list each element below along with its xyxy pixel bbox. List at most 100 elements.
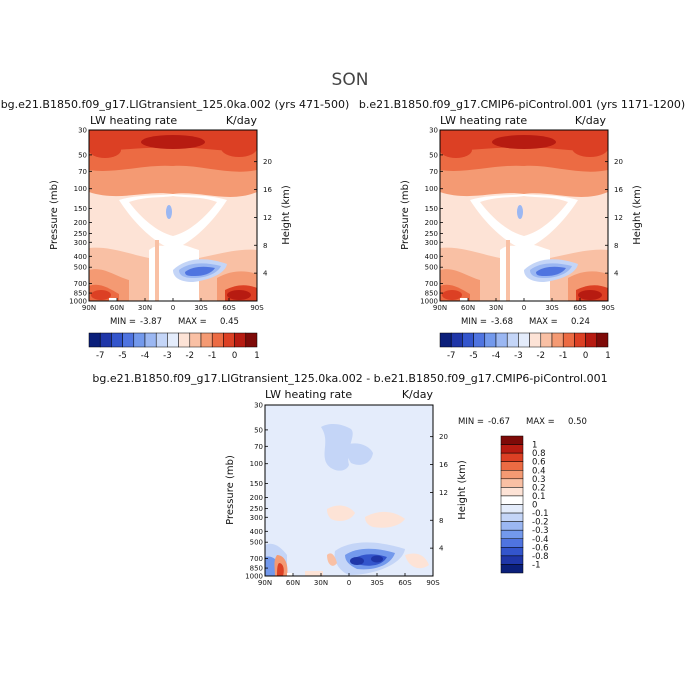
height-tick-label: 8 xyxy=(439,517,443,525)
colorbar-box xyxy=(450,332,463,348)
y-tick-label: 100 xyxy=(74,185,87,193)
y-tick-label: 500 xyxy=(425,264,438,272)
colorbar-box xyxy=(500,452,524,462)
colorbar-label: -5 xyxy=(469,351,477,361)
x-tick-label: 0 xyxy=(347,579,351,587)
panel-1-ylabel: Pressure (mb) xyxy=(49,180,60,250)
panel-2-ylabel: Pressure (mb) xyxy=(400,180,411,250)
y-tick-label: 250 xyxy=(74,230,87,238)
colorbar-box xyxy=(500,444,524,454)
colorbar-label: 0.2 xyxy=(532,483,546,493)
height-tick-label: 16 xyxy=(263,186,272,194)
panel-2-title: b.e21.B1850.f09_g17.CMIP6-piControl.001 … xyxy=(359,98,685,111)
colorbar-label: 0 xyxy=(583,351,588,361)
colorbar-label: -3 xyxy=(163,351,171,361)
height-tick-label: 16 xyxy=(439,461,448,469)
colorbar-box xyxy=(211,332,224,348)
panel-2-y2label: Height (km) xyxy=(632,185,643,245)
height-tick-label: 16 xyxy=(614,186,623,194)
colorbar-label: 0.4 xyxy=(532,466,546,476)
colorbar-label: 0.1 xyxy=(532,492,546,502)
y-tick-label: 150 xyxy=(74,205,87,213)
colorbar-label: -0.6 xyxy=(532,543,549,553)
y-tick-label: 150 xyxy=(425,205,438,213)
y-tick-label: 50 xyxy=(78,151,87,159)
panel-3-min: -0.67 xyxy=(488,417,510,427)
colorbar-box xyxy=(500,512,524,522)
height-tick-label: 4 xyxy=(263,270,268,278)
panel-3-units: K/day xyxy=(402,388,434,401)
colorbar-box xyxy=(518,332,530,348)
x-tick-label: 0 xyxy=(522,304,526,312)
colorbar-label: -0.2 xyxy=(532,518,549,528)
colorbar-label: -2 xyxy=(186,351,194,361)
height-tick-label: 20 xyxy=(614,158,623,166)
y-tick-label: 300 xyxy=(425,239,438,247)
height-tick-label: 20 xyxy=(439,433,448,441)
y-tick-label: 30 xyxy=(78,127,87,135)
y-tick-label: 250 xyxy=(425,230,438,238)
colorbar-box xyxy=(200,332,213,348)
colorbar-box xyxy=(495,332,508,348)
colorbar-box xyxy=(484,332,497,348)
colorbar-box xyxy=(500,555,524,565)
panel-3-max: 0.50 xyxy=(568,417,587,427)
colorbar-label: 0 xyxy=(532,501,537,511)
panel-3-y2label: Height (km) xyxy=(457,460,468,520)
panel-1-min: -3.87 xyxy=(140,317,162,327)
colorbar-box xyxy=(529,332,542,348)
y-tick-label: 700 xyxy=(425,280,438,288)
x-tick-label: 90S xyxy=(426,579,440,587)
y-tick-label: 500 xyxy=(250,539,263,547)
colorbar-label: 1 xyxy=(605,351,610,361)
x-tick-label: 30N xyxy=(138,304,152,312)
y-tick-label: 300 xyxy=(250,514,263,522)
panel-2-variable: LW heating rate xyxy=(440,114,527,127)
panel-2-min: -3.68 xyxy=(491,317,513,327)
colorbar-label: -0.3 xyxy=(532,526,549,536)
colorbar-label: -3 xyxy=(514,351,522,361)
colorbar-box xyxy=(574,332,586,348)
y-tick-label: 850 xyxy=(250,565,263,573)
panel-1-max: 0.45 xyxy=(220,317,239,327)
panel-1-min-label: MIN = xyxy=(110,317,136,327)
colorbar-box xyxy=(500,529,524,539)
height-tick-label: 8 xyxy=(614,242,618,250)
panel-2-max-label: MAX = xyxy=(529,317,558,327)
x-tick-label: 90N xyxy=(82,304,96,312)
x-tick-label: 60N xyxy=(110,304,124,312)
panel-3-max-label: MAX = xyxy=(526,417,555,427)
colorbar-box xyxy=(88,332,101,348)
panel-1-y2label: Height (km) xyxy=(281,185,292,245)
colorbar-box xyxy=(462,332,474,348)
y-tick-label: 250 xyxy=(250,505,263,513)
y-tick-label: 70 xyxy=(254,443,263,451)
colorbar-label: -2 xyxy=(537,351,545,361)
y-tick-label: 1000 xyxy=(245,573,263,581)
y-tick-label: 400 xyxy=(250,528,263,536)
colorbar-box xyxy=(178,332,191,348)
colorbar-label: 0 xyxy=(232,351,237,361)
colorbar-box xyxy=(585,332,598,348)
colorbar-box xyxy=(111,332,123,348)
x-tick-label: 30N xyxy=(314,579,328,587)
colorbar-label: 1 xyxy=(254,351,259,361)
height-tick-label: 4 xyxy=(614,270,619,278)
colorbar-box xyxy=(500,495,524,505)
panel-2-max: 0.24 xyxy=(571,317,590,327)
colorbar-box xyxy=(473,332,486,348)
y-tick-label: 50 xyxy=(429,151,438,159)
colorbar-box xyxy=(500,538,524,548)
colorbar-box xyxy=(562,332,575,348)
x-tick-label: 60S xyxy=(398,579,412,587)
colorbar-box xyxy=(596,332,609,348)
y-tick-label: 700 xyxy=(74,280,87,288)
colorbar-label: -0.1 xyxy=(532,509,549,519)
panel-1-field xyxy=(88,129,258,302)
panel-lig: bg.e21.B1850.f09_g17.LIGtransient_125.0k… xyxy=(1,98,350,361)
colorbar-box xyxy=(500,461,524,471)
panel-1-max-label: MAX = xyxy=(178,317,207,327)
colorbar-label: 0.6 xyxy=(532,458,546,468)
x-tick-label: 60S xyxy=(222,304,236,312)
x-tick-label: 30S xyxy=(194,304,208,312)
